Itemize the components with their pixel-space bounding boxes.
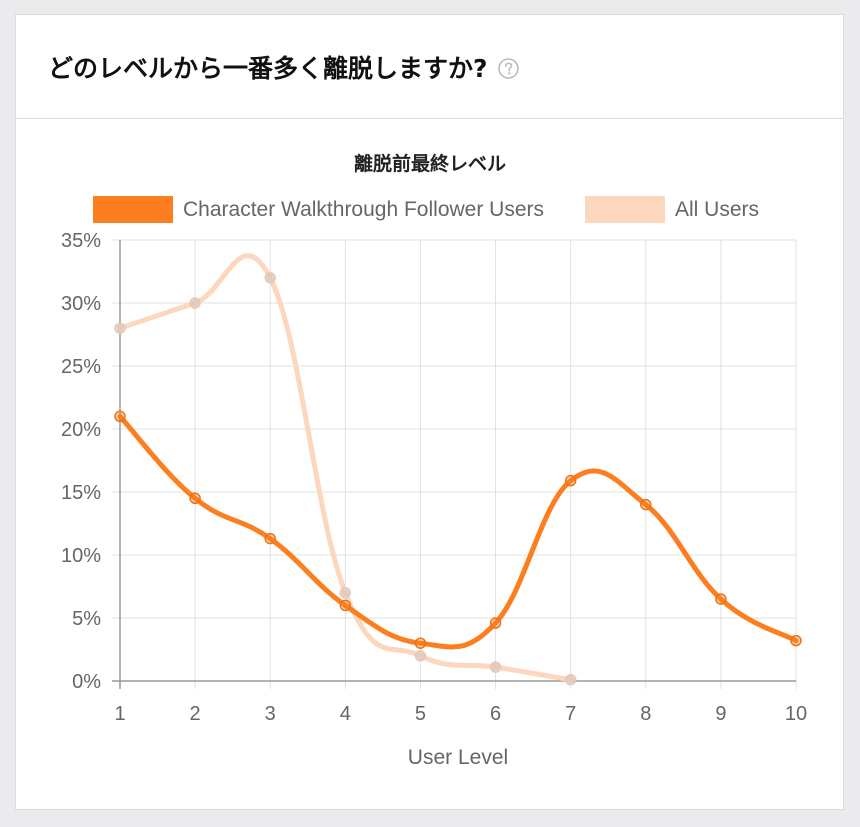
chart-card: どのレベルから一番多く離脱しますか? bbox=[15, 14, 844, 810]
y-tick-label: 15% bbox=[61, 482, 101, 504]
data-point bbox=[790, 634, 802, 647]
data-point bbox=[264, 272, 276, 284]
x-tick-label: 8 bbox=[640, 703, 651, 725]
y-tick-label: 35% bbox=[61, 230, 101, 252]
data-point bbox=[715, 593, 727, 605]
data-point bbox=[414, 637, 427, 649]
chart-axes: 0% 5% 10% 15% 20% 25% 30% 35% 1 2 3 4 5 6 7 8 9 10 bbox=[61, 230, 807, 725]
legend-swatch bbox=[585, 196, 665, 223]
chart-title: 離脱前最終レベル bbox=[354, 152, 506, 175]
data-point bbox=[339, 599, 352, 612]
data-point bbox=[489, 617, 502, 629]
x-tick-label: 3 bbox=[265, 703, 276, 725]
y-tick-label: 20% bbox=[61, 419, 101, 441]
x-tick-label: 5 bbox=[415, 703, 426, 725]
data-point bbox=[640, 498, 652, 511]
y-tick-label: 25% bbox=[61, 356, 101, 378]
data-point bbox=[189, 492, 201, 505]
x-tick-label: 1 bbox=[114, 703, 125, 725]
data-point bbox=[189, 297, 201, 309]
x-tick-label: 10 bbox=[785, 703, 807, 725]
data-point bbox=[564, 474, 577, 487]
x-tick-label: 2 bbox=[190, 703, 201, 725]
y-tick-label: 5% bbox=[72, 608, 101, 630]
chart-legend: Character Walkthrough Follower Users All … bbox=[93, 196, 759, 223]
y-tick-label: 0% bbox=[72, 671, 101, 693]
data-point bbox=[564, 673, 577, 686]
y-tick-label: 10% bbox=[61, 545, 101, 567]
x-tick-label: 9 bbox=[715, 703, 726, 725]
legend-label: All Users bbox=[675, 198, 759, 221]
x-axis-title: User Level bbox=[408, 746, 508, 769]
chart-grid bbox=[112, 239, 797, 689]
data-point bbox=[489, 661, 502, 673]
card-header: どのレベルから一番多く離脱しますか? bbox=[16, 15, 843, 119]
data-point bbox=[114, 410, 126, 423]
data-point bbox=[264, 532, 276, 545]
data-point bbox=[339, 587, 352, 599]
x-tick-label: 6 bbox=[490, 703, 501, 725]
question-circle-icon[interactable] bbox=[497, 58, 519, 79]
data-point bbox=[414, 650, 427, 662]
x-tick-label: 7 bbox=[565, 703, 576, 725]
data-point bbox=[114, 322, 126, 334]
legend-label: Character Walkthrough Follower Users bbox=[183, 198, 544, 221]
chart-series bbox=[114, 253, 802, 686]
x-tick-label: 4 bbox=[340, 703, 351, 725]
series-line-0 bbox=[117, 413, 799, 650]
legend-swatch bbox=[93, 196, 173, 223]
card-title: どのレベルから一番多く離脱しますか? bbox=[48, 53, 488, 83]
series-line-1 bbox=[117, 253, 574, 683]
y-tick-label: 30% bbox=[61, 293, 101, 315]
